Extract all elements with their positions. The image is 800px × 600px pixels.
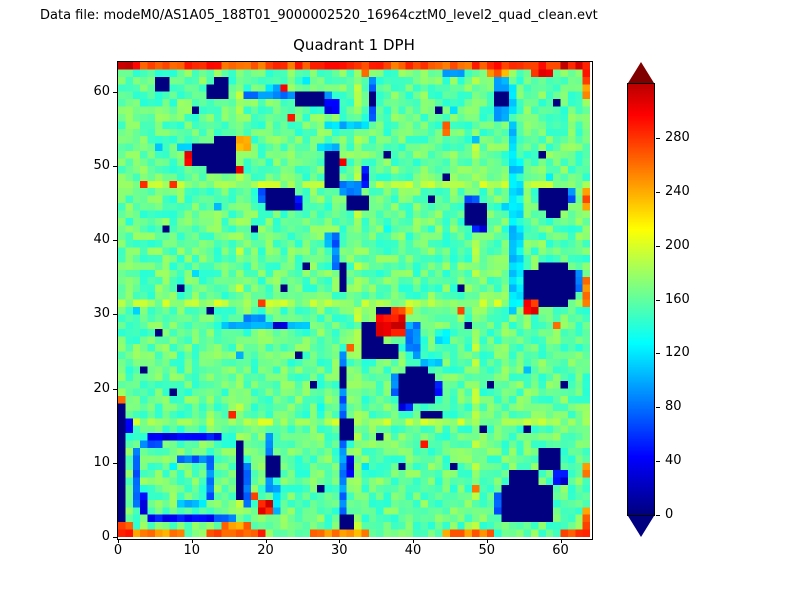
colorbar-gradient bbox=[628, 84, 654, 515]
colorbar-tick-mark bbox=[656, 137, 660, 139]
colorbar-extend-low-arrow bbox=[628, 516, 654, 537]
colorbar-tick-label: 0 bbox=[665, 507, 674, 522]
y-tick-label: 0 bbox=[101, 529, 110, 544]
colorbar-tick-label: 280 bbox=[665, 129, 690, 145]
plot-title: Quadrant 1 DPH bbox=[293, 36, 415, 54]
colorbar bbox=[627, 83, 655, 516]
colorbar-tick-label: 40 bbox=[665, 453, 682, 469]
x-tick-mark bbox=[339, 539, 341, 543]
x-tick-mark bbox=[118, 539, 119, 543]
colorbar-tick-mark bbox=[656, 407, 660, 409]
colorbar-tick-label: 240 bbox=[665, 183, 690, 199]
colorbar-tick-label: 200 bbox=[665, 237, 690, 253]
colorbar-tick-mark bbox=[656, 461, 660, 463]
plot-area bbox=[117, 61, 593, 540]
colorbar-extend-high-arrow bbox=[628, 62, 654, 83]
y-tick-label: 10 bbox=[93, 454, 110, 470]
x-tick-label: 60 bbox=[552, 543, 569, 558]
colorbar-tick-mark bbox=[656, 191, 660, 193]
x-tick-label: 10 bbox=[183, 543, 201, 558]
x-tick-label: 50 bbox=[478, 543, 496, 558]
x-tick-label: 30 bbox=[331, 543, 348, 558]
colorbar-tick-label: 120 bbox=[665, 345, 690, 361]
colorbar-tick-label: 80 bbox=[665, 399, 682, 415]
y-tick-label: 30 bbox=[93, 306, 110, 322]
x-tick-mark bbox=[265, 539, 267, 543]
x-tick-mark bbox=[486, 539, 488, 543]
y-tick-mark bbox=[113, 314, 117, 316]
colorbar-tick-mark bbox=[656, 515, 660, 516]
y-tick-mark bbox=[113, 388, 117, 390]
x-tick-mark bbox=[560, 539, 562, 543]
heatmap-canvas bbox=[118, 62, 590, 537]
x-tick-label: 20 bbox=[257, 543, 274, 558]
x-tick-label: 0 bbox=[113, 543, 123, 558]
x-tick-mark bbox=[413, 539, 414, 543]
colorbar-tick-mark bbox=[656, 353, 660, 355]
y-tick-mark bbox=[113, 91, 117, 93]
colorbar-tick-label: 160 bbox=[665, 291, 690, 307]
y-tick-mark bbox=[113, 165, 117, 167]
y-tick-label: 50 bbox=[93, 157, 110, 173]
y-tick-mark bbox=[113, 537, 117, 538]
y-tick-mark bbox=[113, 462, 117, 464]
colorbar-tick-mark bbox=[656, 245, 660, 247]
y-tick-mark bbox=[113, 240, 117, 242]
x-tick-label: 40 bbox=[404, 543, 422, 558]
datafile-text: Data file: modeM0/AS1A05_188T01_90000025… bbox=[40, 8, 598, 23]
y-tick-label: 60 bbox=[93, 83, 110, 99]
colorbar-tick-mark bbox=[656, 299, 660, 301]
y-tick-label: 20 bbox=[93, 380, 110, 396]
x-tick-mark bbox=[191, 539, 193, 543]
y-tick-label: 40 bbox=[93, 232, 110, 248]
